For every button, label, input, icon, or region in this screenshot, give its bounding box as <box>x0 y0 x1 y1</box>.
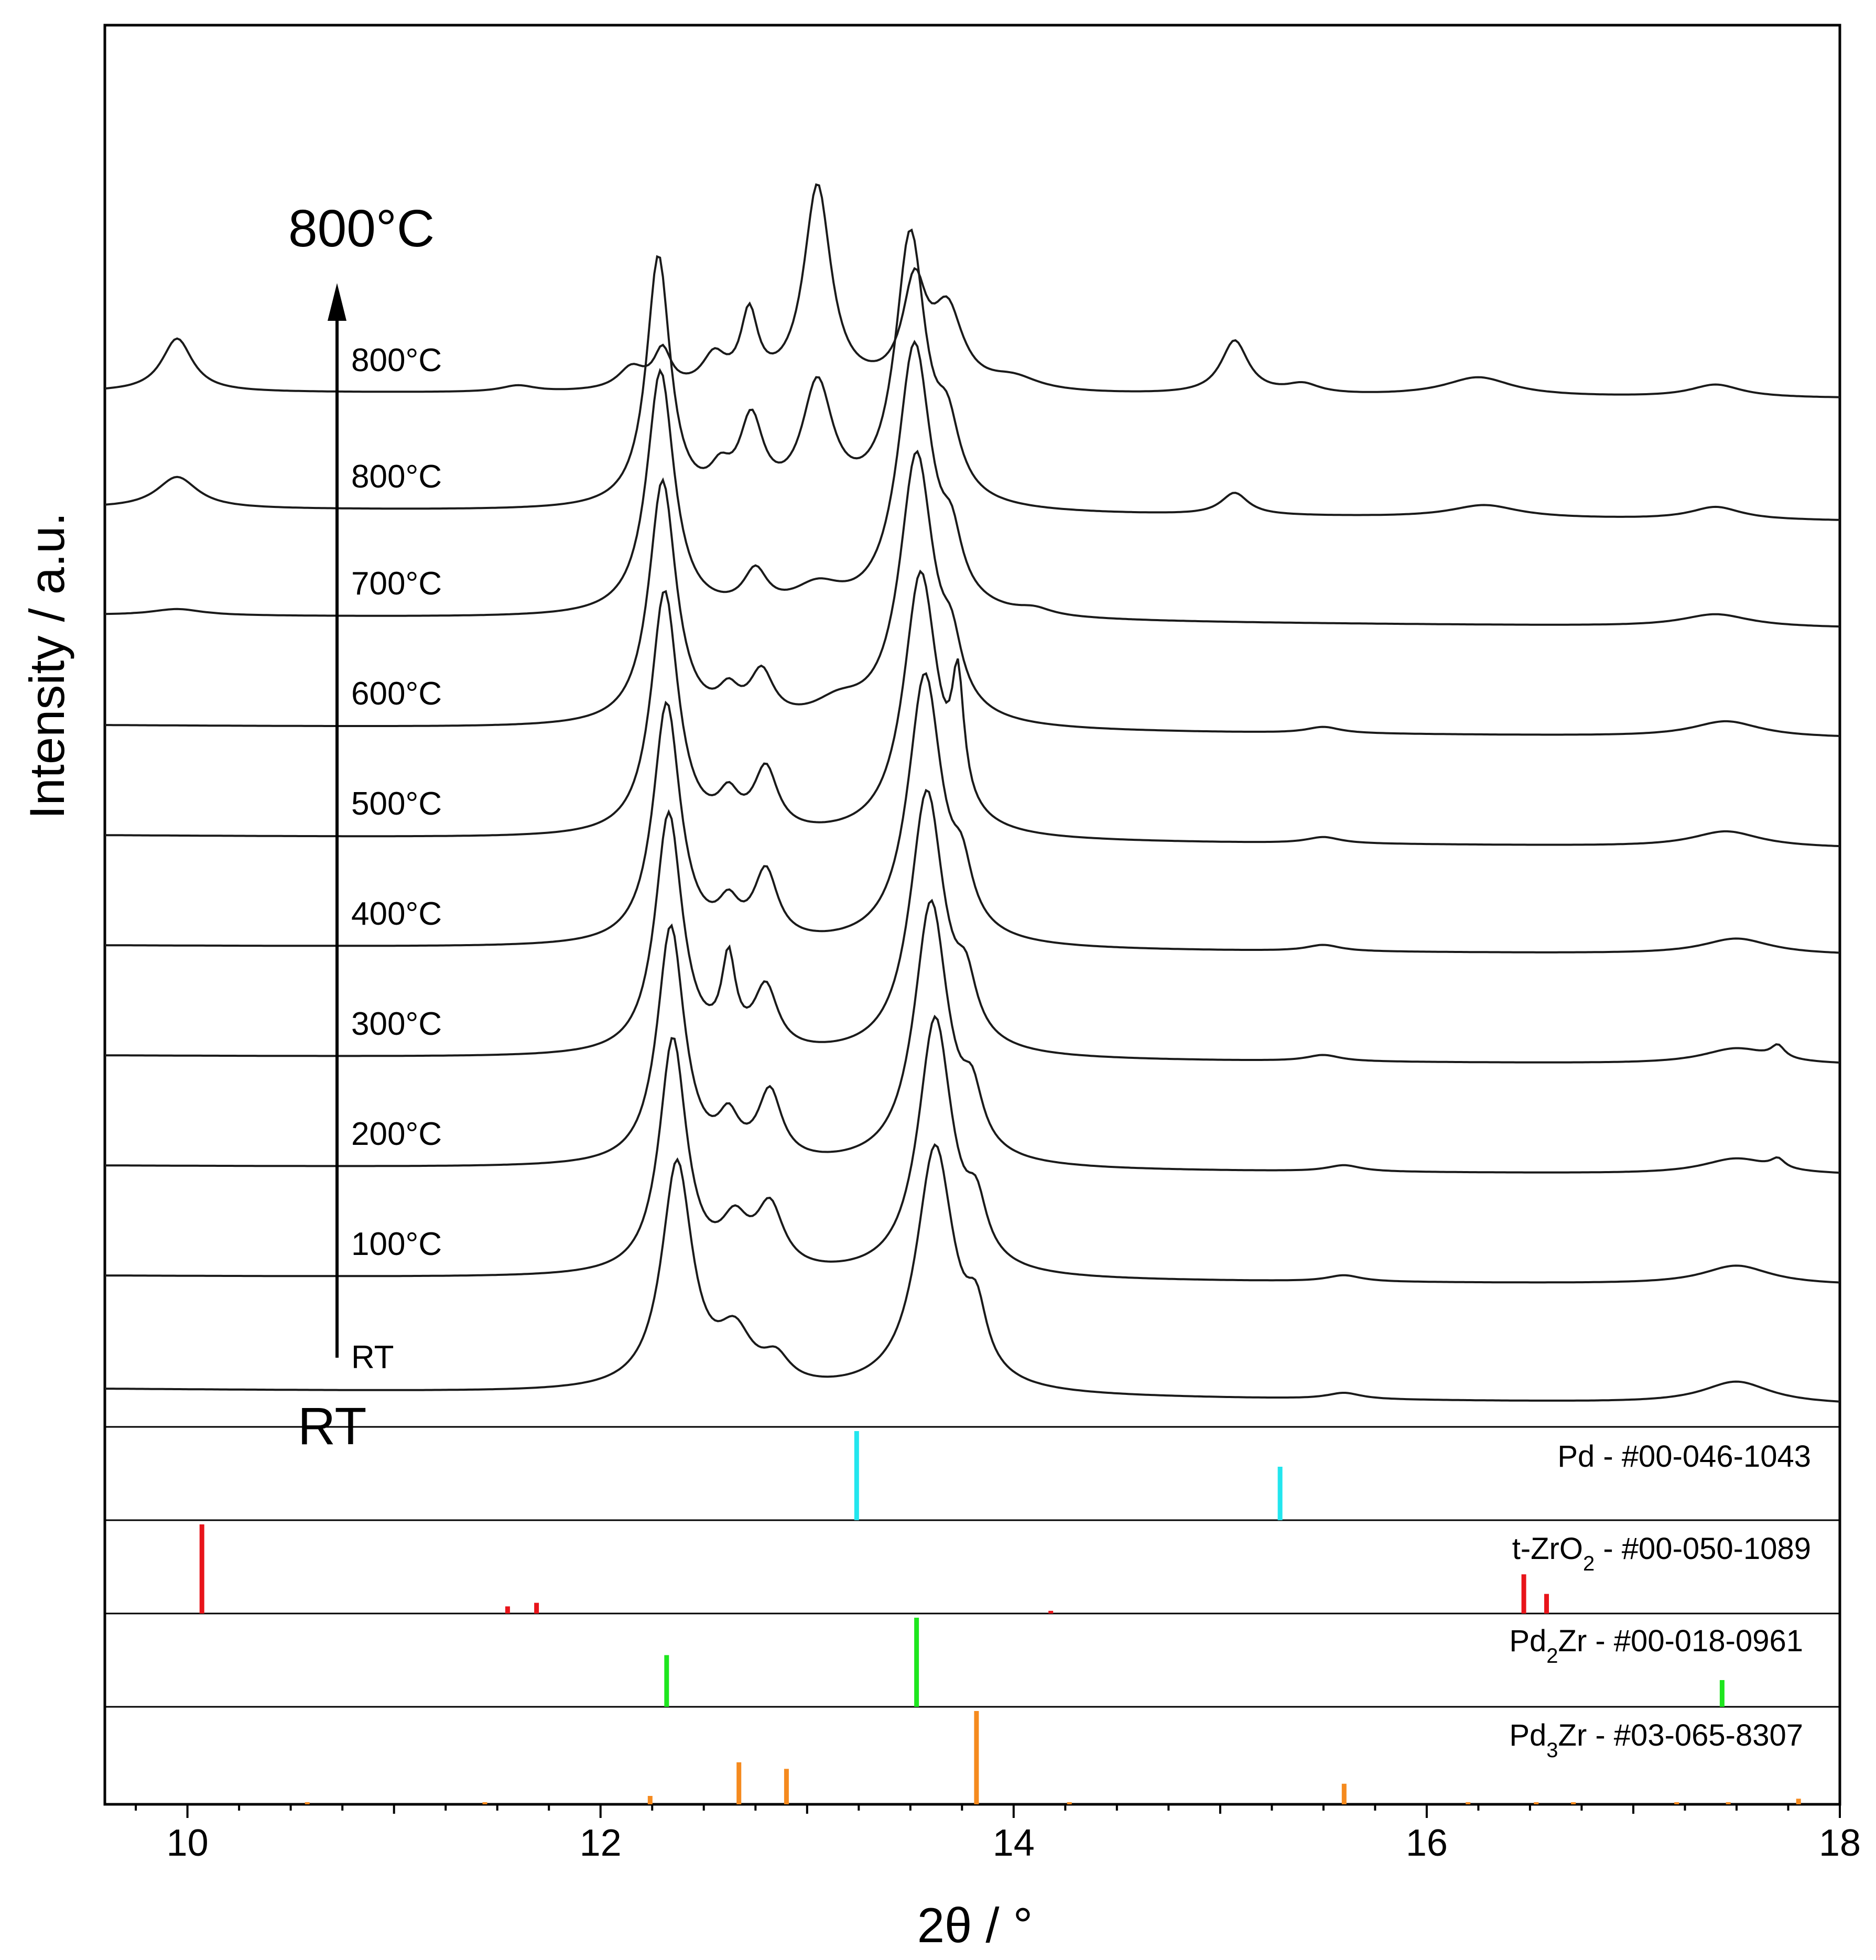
series-curve-9 <box>104 183 1840 398</box>
series-label-6: 600°C <box>351 676 442 712</box>
x-tick-label: 16 <box>1406 1822 1448 1864</box>
series-curve-6 <box>105 449 1840 738</box>
x-axis-ticks: 10 12 14 16 18 <box>135 1804 1861 1864</box>
series-label-2: 200°C <box>351 1116 442 1152</box>
x-tick-label: 18 <box>1819 1822 1861 1864</box>
heating-arrow-head <box>328 283 346 321</box>
ref-label-pd: Pd - #00-046-1043 <box>1557 1439 1811 1474</box>
arrow-top-label: 800°C <box>288 199 435 258</box>
ref-label-pd3zr: Pd3Zr - #03-065-8307 <box>1509 1718 1803 1762</box>
x-tick-label: 12 <box>580 1822 622 1864</box>
series-label-1: 100°C <box>351 1226 442 1262</box>
temperature-labels: RT 100°C 200°C 300°C 400°C 500°C 600°C 700°C 800… <box>351 342 442 1376</box>
series-label-9: 800°C <box>351 342 442 378</box>
plot-frame <box>103 24 1841 1806</box>
series-curve-0 <box>104 1143 1840 1403</box>
series-curve-8 <box>104 228 1840 521</box>
x-tick-label: 14 <box>993 1822 1035 1864</box>
series-label-8: 800°C <box>351 459 442 495</box>
ref-label-pd2zr: Pd2Zr - #00-018-0961 <box>1509 1624 1803 1667</box>
series-curve-1 <box>104 1014 1840 1284</box>
reference-group <box>199 1431 1801 1804</box>
series-label-3: 300°C <box>351 1006 442 1042</box>
series-curve-3 <box>105 788 1840 1064</box>
x-axis-title: 2θ / ° <box>917 1898 1033 1953</box>
ref-label-zro2: t-ZrO2 - #00-050-1089 <box>1512 1532 1811 1575</box>
series-label-0: RT <box>351 1339 394 1376</box>
x-tick-label: 10 <box>167 1822 209 1864</box>
y-axis-title: Intensity / a.u. <box>19 512 74 819</box>
arrow-bottom-label: RT <box>298 1397 367 1456</box>
series-label-7: 700°C <box>351 566 442 602</box>
series-curve-5 <box>104 569 1840 848</box>
series-label-4: 400°C <box>351 896 442 932</box>
series-label-5: 500°C <box>351 786 442 822</box>
series-curve-7 <box>104 340 1840 628</box>
series-group <box>104 183 1840 1403</box>
series-curve-4 <box>104 672 1840 954</box>
series-curve-2 <box>105 898 1840 1174</box>
